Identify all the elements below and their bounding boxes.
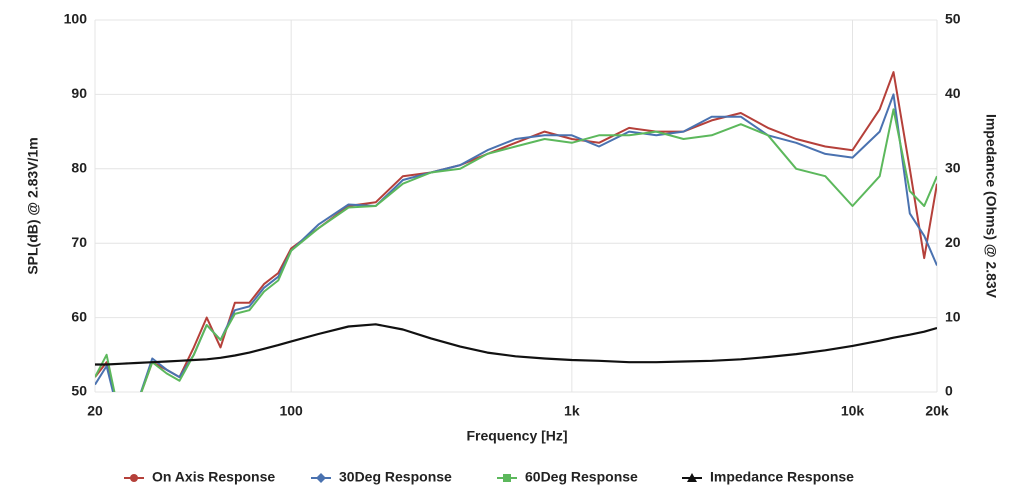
series-line <box>95 93 937 392</box>
y-tick-label: 90 <box>71 85 87 101</box>
y2-tick-label: 10 <box>945 308 961 324</box>
y2-tick-label: 20 <box>945 234 961 250</box>
y2-tick-label: 30 <box>945 160 961 176</box>
y-axis-label: SPL(dB) @ 2.83V/1m <box>25 137 41 274</box>
legend-marker <box>316 473 326 483</box>
series-line <box>95 323 937 366</box>
plot-area <box>95 71 937 392</box>
x-tick-label: 10k <box>841 403 865 419</box>
legend-label: 30Deg Response <box>339 469 452 485</box>
series-line <box>95 108 937 392</box>
x-tick-label: 20 <box>87 403 103 419</box>
y-tick-label: 60 <box>71 308 87 324</box>
y-tick-label: 100 <box>64 11 88 27</box>
legend-marker <box>687 473 697 482</box>
y2-tick-label: 50 <box>945 11 961 27</box>
y-tick-label: 70 <box>71 234 87 250</box>
y2-tick-label: 40 <box>945 85 961 101</box>
y-tick-label: 80 <box>71 160 87 176</box>
y2-tick-label: 0 <box>945 383 953 399</box>
y2-axis-label: Impedance (Ohms) @ 2.83V <box>983 114 999 299</box>
x-tick-label: 100 <box>279 403 303 419</box>
y-tick-label: 50 <box>71 383 87 399</box>
series-line <box>95 71 937 392</box>
legend-marker <box>503 474 511 482</box>
legend-marker <box>130 474 138 482</box>
legend-label: On Axis Response <box>152 469 275 485</box>
x-axis-label: Frequency [Hz] <box>466 428 567 444</box>
x-tick-label: 1k <box>564 403 580 419</box>
x-tick-label: 20k <box>925 403 949 419</box>
legend-label: Impedance Response <box>710 469 854 485</box>
legend-label: 60Deg Response <box>525 469 638 485</box>
